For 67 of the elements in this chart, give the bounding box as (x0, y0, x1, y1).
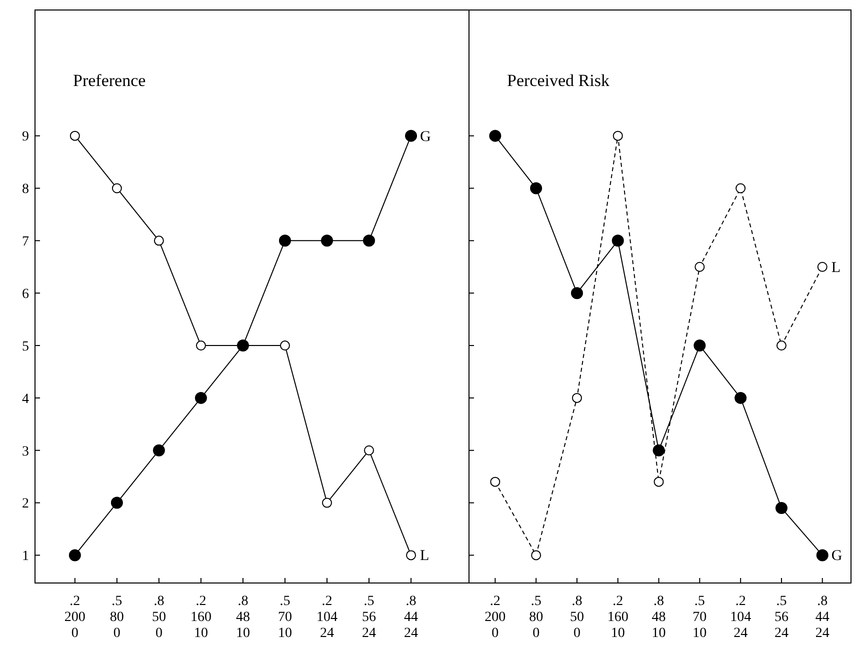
x-tick-label: .2 200 0 (64, 594, 86, 641)
point (531, 550, 542, 560)
x-tick-label: .2 104 24 (730, 594, 752, 641)
x-tick-label: .5 80 0 (110, 594, 124, 641)
point (490, 476, 500, 487)
series-label: L (420, 548, 430, 564)
point (278, 234, 291, 247)
point (322, 498, 332, 508)
point (70, 130, 80, 141)
point (572, 392, 582, 403)
x-tick-label: .5 56 24 (774, 594, 788, 641)
x-tick-label: .5 56 24 (362, 594, 376, 641)
point (405, 130, 418, 142)
point (612, 130, 623, 141)
point (570, 287, 583, 300)
y-tick-label: 4 (22, 392, 29, 407)
series-label: G (831, 548, 842, 564)
y-tick-label: 2 (22, 496, 29, 512)
text: Preference (73, 71, 146, 90)
point (68, 549, 81, 562)
x-tick-label: .2 160 10 (190, 594, 212, 641)
point (110, 496, 123, 509)
point (196, 340, 206, 351)
point (776, 340, 786, 351)
series-label: L (831, 260, 841, 276)
point (775, 502, 788, 514)
x-tick-label: .5 70 10 (692, 594, 707, 641)
point (736, 183, 746, 194)
point (652, 444, 665, 456)
point (654, 476, 664, 487)
point (489, 130, 502, 142)
point (694, 340, 706, 352)
x-tick-label: .5 70 10 (278, 594, 292, 641)
point (694, 262, 705, 272)
x-tick-label: .8 48 10 (652, 594, 666, 641)
x-tick-label: .5 80 0 (529, 594, 544, 641)
point (194, 392, 207, 404)
point (363, 234, 376, 247)
x-tick-label: .2 160 10 (607, 594, 628, 641)
y-tick-label: 9 (22, 130, 29, 145)
point (320, 234, 333, 247)
y-tick-label: 8 (22, 182, 29, 198)
y-tick-label: 5 (22, 339, 29, 354)
x-tick-label: .2 200 0 (484, 594, 506, 641)
x-tick-label: .8 50 0 (570, 594, 584, 641)
y-tick-label: 6 (22, 286, 29, 302)
point (280, 340, 290, 351)
point (817, 262, 828, 272)
text: Perceived Risk (507, 71, 610, 90)
x-tick-label: .8 44 24 (815, 594, 830, 641)
y-tick-label: 7 (22, 234, 29, 250)
x-tick-label: .8 48 10 (236, 594, 250, 641)
point (152, 444, 165, 456)
series-label: G (420, 128, 432, 145)
point (816, 549, 828, 562)
point (154, 236, 164, 246)
point (530, 182, 542, 194)
y-tick-label: 1 (22, 549, 29, 564)
point (612, 234, 624, 247)
x-tick-label: .8 50 0 (152, 594, 166, 641)
point (112, 183, 122, 194)
x-tick-label: .8 44 24 (404, 594, 418, 641)
point (406, 550, 416, 560)
point (364, 445, 374, 456)
y-tick-label: 3 (22, 444, 29, 460)
point (734, 392, 747, 404)
x-tick-label: .2 104 24 (316, 594, 338, 641)
